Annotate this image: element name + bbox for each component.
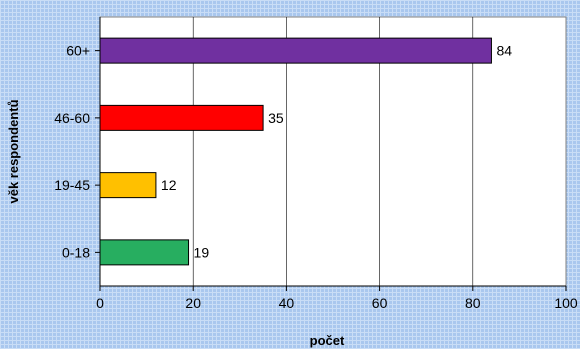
bar-value-label: 35 — [268, 110, 284, 126]
x-tick-label: 100 — [554, 295, 578, 311]
data-labels: 84 35 12 19 — [161, 43, 512, 261]
x-axis-ticks: 0 20 40 60 80 100 — [96, 286, 578, 311]
y-axis-ticks: 60+ 46-60 19-45 0-18 — [54, 43, 100, 260]
x-tick-label: 80 — [465, 295, 481, 311]
x-axis-title: počet — [310, 333, 345, 348]
x-tick-label: 0 — [96, 295, 104, 311]
y-tick-label: 19-45 — [54, 177, 90, 193]
bar-60+ — [99, 37, 492, 64]
y-tick-label: 46-60 — [54, 110, 90, 126]
bar-value-label: 19 — [194, 244, 210, 260]
x-tick-label: 40 — [279, 295, 295, 311]
y-tick-label: 60+ — [66, 43, 90, 59]
bar-0-18 — [99, 239, 190, 266]
y-tick-label: 0-18 — [62, 244, 90, 260]
bar-19-45 — [99, 172, 157, 199]
bar-value-label: 12 — [161, 177, 177, 193]
y-axis-title: věk respondentů — [6, 99, 21, 203]
x-tick-label: 60 — [372, 295, 388, 311]
x-tick-label: 20 — [185, 295, 201, 311]
bar-46-60 — [99, 104, 264, 131]
bars — [99, 37, 492, 266]
bar-value-label: 84 — [496, 43, 512, 59]
